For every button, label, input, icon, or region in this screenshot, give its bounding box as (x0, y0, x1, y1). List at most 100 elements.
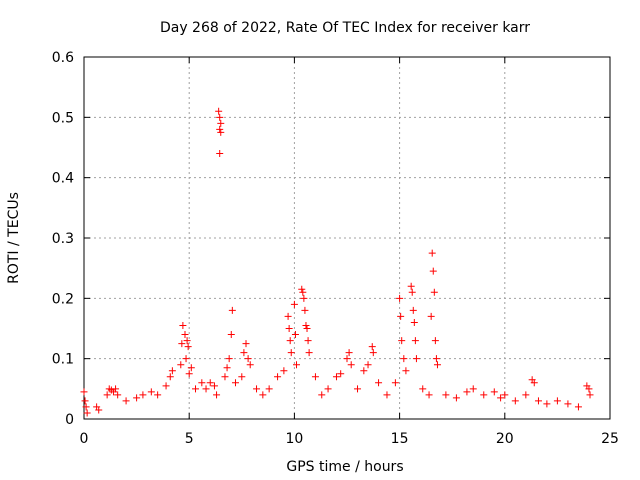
y-tick-label: 0 (65, 412, 74, 428)
data-point (397, 312, 405, 320)
data-point (564, 400, 572, 408)
data-point (181, 331, 189, 339)
data-point (530, 379, 538, 387)
y-axis-label: ROTI / TECUs (6, 192, 22, 284)
data-point (114, 391, 122, 399)
data-point (221, 373, 229, 381)
data-point (402, 367, 410, 375)
data-point (187, 364, 195, 372)
y-tick-label: 0.4 (52, 171, 74, 187)
data-point (400, 355, 408, 363)
data-point (432, 355, 440, 363)
data-point (419, 385, 427, 393)
data-point (202, 385, 210, 393)
chart-title: Day 268 of 2022, Rate Of TEC Index for r… (160, 20, 530, 36)
y-tick-label: 0.6 (52, 50, 74, 66)
data-point (231, 379, 239, 387)
y-tick-label: 0.2 (52, 291, 74, 307)
data-point (217, 128, 225, 136)
x-tick-label: 0 (80, 431, 89, 447)
data-point (442, 391, 450, 399)
data-point (185, 370, 193, 378)
data-point (216, 125, 224, 133)
data-point (345, 349, 353, 357)
data-point (412, 355, 420, 363)
data-point (291, 331, 299, 339)
data-point (311, 373, 319, 381)
data-point (206, 379, 214, 387)
data-point (198, 379, 206, 387)
data-point (369, 349, 377, 357)
data-point (227, 331, 235, 339)
data-point (433, 361, 441, 369)
data-point (103, 391, 111, 399)
data-point (411, 337, 419, 345)
plot-frame (83, 56, 611, 420)
y-tick-label: 0.5 (52, 110, 74, 126)
x-tick-label: 20 (496, 431, 514, 447)
data-point (286, 337, 294, 345)
data-point (122, 397, 130, 405)
data-point (553, 397, 561, 405)
data-point (139, 391, 147, 399)
data-point (95, 406, 103, 414)
x-tick-label: 5 (185, 431, 194, 447)
data-point (253, 385, 261, 393)
data-point (337, 370, 345, 378)
data-point (280, 367, 288, 375)
data-point (223, 364, 231, 372)
data-point (133, 394, 141, 402)
data-point (81, 397, 89, 405)
data-point (182, 355, 190, 363)
data-point (242, 340, 250, 348)
data-point (501, 391, 509, 399)
data-point (391, 379, 399, 387)
data-point (183, 337, 191, 345)
data-point (497, 394, 505, 402)
data-point (522, 391, 530, 399)
data-point (324, 385, 332, 393)
data-point (240, 349, 248, 357)
data-point (287, 349, 295, 357)
data-point (82, 403, 90, 411)
data-point (534, 397, 542, 405)
data-point (244, 355, 252, 363)
data-point (168, 367, 176, 375)
data-point (427, 312, 435, 320)
data-point (407, 282, 415, 290)
data-point (425, 391, 433, 399)
data-point (410, 318, 418, 326)
data-point (305, 349, 313, 357)
data-point (490, 388, 498, 396)
data-point (177, 361, 185, 369)
data-point (428, 249, 436, 257)
y-tick-label: 0.1 (52, 352, 74, 368)
data-point (360, 367, 368, 375)
data-point (431, 337, 439, 345)
y-tick-label: 0.3 (52, 231, 74, 247)
data-point (543, 400, 551, 408)
data-point (210, 382, 218, 390)
data-point (147, 388, 155, 396)
data-point (364, 361, 372, 369)
x-axis-label: GPS time / hours (286, 459, 403, 475)
data-point (299, 288, 307, 296)
data-point (83, 409, 91, 417)
data-point (265, 385, 273, 393)
data-point (452, 394, 460, 402)
data-point (290, 300, 298, 308)
data-point (300, 294, 308, 302)
data-point (302, 321, 310, 329)
data-point (80, 388, 88, 396)
data-point (192, 385, 200, 393)
data-point (398, 337, 406, 345)
data-point (347, 361, 355, 369)
data-point (215, 107, 223, 115)
data-point (469, 385, 477, 393)
data-point (574, 403, 582, 411)
data-point (429, 267, 437, 275)
data-point (162, 382, 170, 390)
data-point (154, 391, 162, 399)
data-point (368, 343, 376, 351)
